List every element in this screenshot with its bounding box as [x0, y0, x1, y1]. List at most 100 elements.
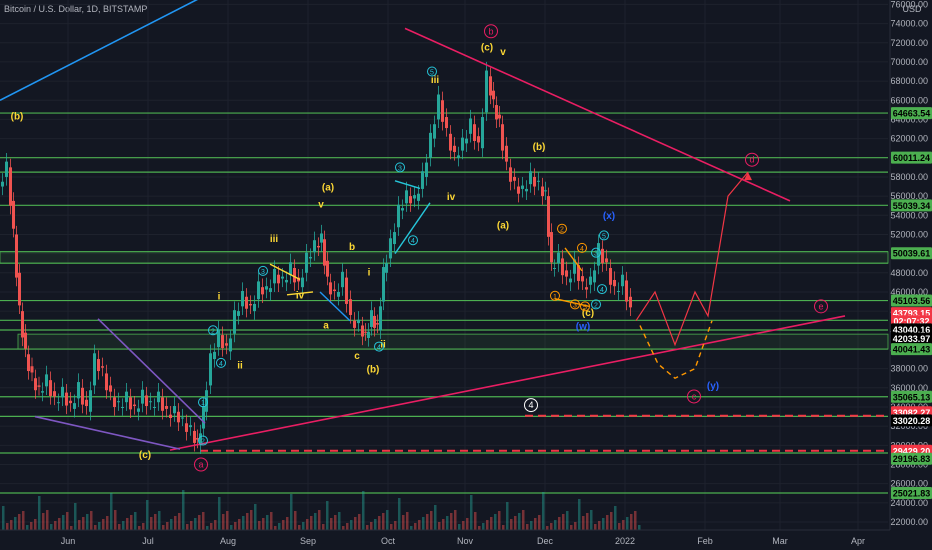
wave-circle-label: 5 [602, 233, 606, 240]
candle-body [213, 351, 216, 360]
candle-body [15, 234, 18, 278]
volume-bar [334, 515, 337, 530]
candle-body [513, 176, 516, 181]
volume-bar [462, 521, 465, 530]
candle-body [544, 190, 547, 192]
candle-body [437, 94, 440, 120]
volume-bar [522, 510, 525, 530]
candle-body [370, 310, 373, 327]
wave-label: v [500, 47, 506, 58]
price-tag [891, 414, 932, 427]
price-tag [891, 107, 932, 120]
y-tick-label: 36000.00 [890, 383, 928, 393]
volume-bar [378, 516, 381, 530]
volume-bar [354, 517, 357, 530]
price-tag-label: 55039.34 [893, 201, 931, 211]
candle-body [557, 252, 560, 264]
chart-title: Bitcoin / U.S. Dollar, 1D, BITSTAMP [4, 4, 148, 14]
candle-body [12, 200, 15, 229]
candle-body [565, 270, 568, 277]
volume-bar [358, 514, 361, 530]
volume-bar [30, 522, 33, 530]
candle-body [621, 274, 624, 287]
volume-bar [514, 516, 517, 530]
volume-bar [258, 521, 261, 530]
candle-body [573, 259, 576, 274]
volume-bar [562, 514, 565, 530]
candle-body [561, 258, 564, 276]
wave-circle [570, 299, 580, 310]
volume-bar [98, 522, 101, 530]
candle-body [202, 406, 205, 429]
candle-body [405, 190, 408, 204]
price-tag-label: 43040.16 [893, 325, 931, 335]
candle-body [509, 167, 512, 182]
candle-body [121, 406, 124, 408]
volume-bar [326, 501, 329, 530]
candle-body [465, 138, 468, 144]
wave-circle [484, 24, 498, 39]
volume-bar [494, 514, 497, 530]
volume-bar [118, 524, 121, 530]
support-zone [17, 333, 889, 350]
volume-bar [278, 523, 281, 530]
volume-bar [618, 523, 621, 530]
blue-top-left [0, 0, 198, 101]
volume-bar [6, 523, 9, 530]
candle-body [625, 280, 628, 302]
wave-label: (c) [481, 42, 493, 53]
price-tag [891, 247, 932, 260]
y-tick-label: 46000.00 [890, 287, 928, 297]
volume-bar [10, 520, 13, 530]
volume-bar [374, 519, 377, 530]
candle-body [501, 124, 504, 151]
volume-bar [194, 518, 197, 530]
candle-body [323, 239, 326, 266]
wave-circle [258, 265, 268, 276]
wave-label: a [323, 320, 329, 331]
price-tag [891, 332, 932, 345]
price-tag-label: 29429.20 [893, 446, 931, 456]
volume-bar [142, 523, 145, 530]
candle-body [301, 277, 304, 288]
price-tag [891, 343, 932, 356]
volume-bar [218, 497, 221, 530]
wave-circle-label: 4 [411, 238, 415, 245]
volume-bar [34, 519, 37, 530]
candle-body [73, 403, 76, 409]
wave-circle [198, 397, 208, 408]
candle-body [257, 281, 260, 300]
price-tag [891, 199, 932, 212]
candle-body [193, 430, 196, 443]
volume-bar [606, 515, 609, 530]
candle-body [229, 338, 232, 352]
candle-body [165, 406, 168, 409]
wave-circle-label: 2 [211, 328, 215, 335]
wave-circle-label: 1 [201, 400, 205, 407]
wave-circle [591, 247, 601, 258]
volume-bar [350, 520, 353, 530]
candle-body [385, 263, 388, 273]
volume-bar [54, 521, 57, 530]
price-tag-label: 25021.83 [893, 489, 931, 499]
wave-circle [580, 301, 590, 312]
projection-path-orange [639, 320, 713, 380]
candle-body [30, 366, 34, 373]
candle-body [581, 276, 584, 282]
candle-body [145, 395, 148, 407]
wave-label: (x) [603, 211, 615, 222]
wave-trendline [554, 297, 590, 308]
candle-body [309, 256, 312, 259]
volume-bar [310, 516, 313, 530]
candle-body [421, 171, 424, 189]
x-tick-label: Feb [697, 536, 713, 546]
volume-bar [594, 524, 597, 530]
wave-circle-label: 5 [430, 70, 434, 77]
wave-circle-label: 2 [560, 227, 564, 234]
candle-body [361, 325, 364, 337]
price-tag-label: 50039.61 [893, 249, 931, 259]
wave-circle [208, 325, 218, 336]
volume-bar [318, 510, 321, 530]
volume-bar [78, 520, 81, 530]
